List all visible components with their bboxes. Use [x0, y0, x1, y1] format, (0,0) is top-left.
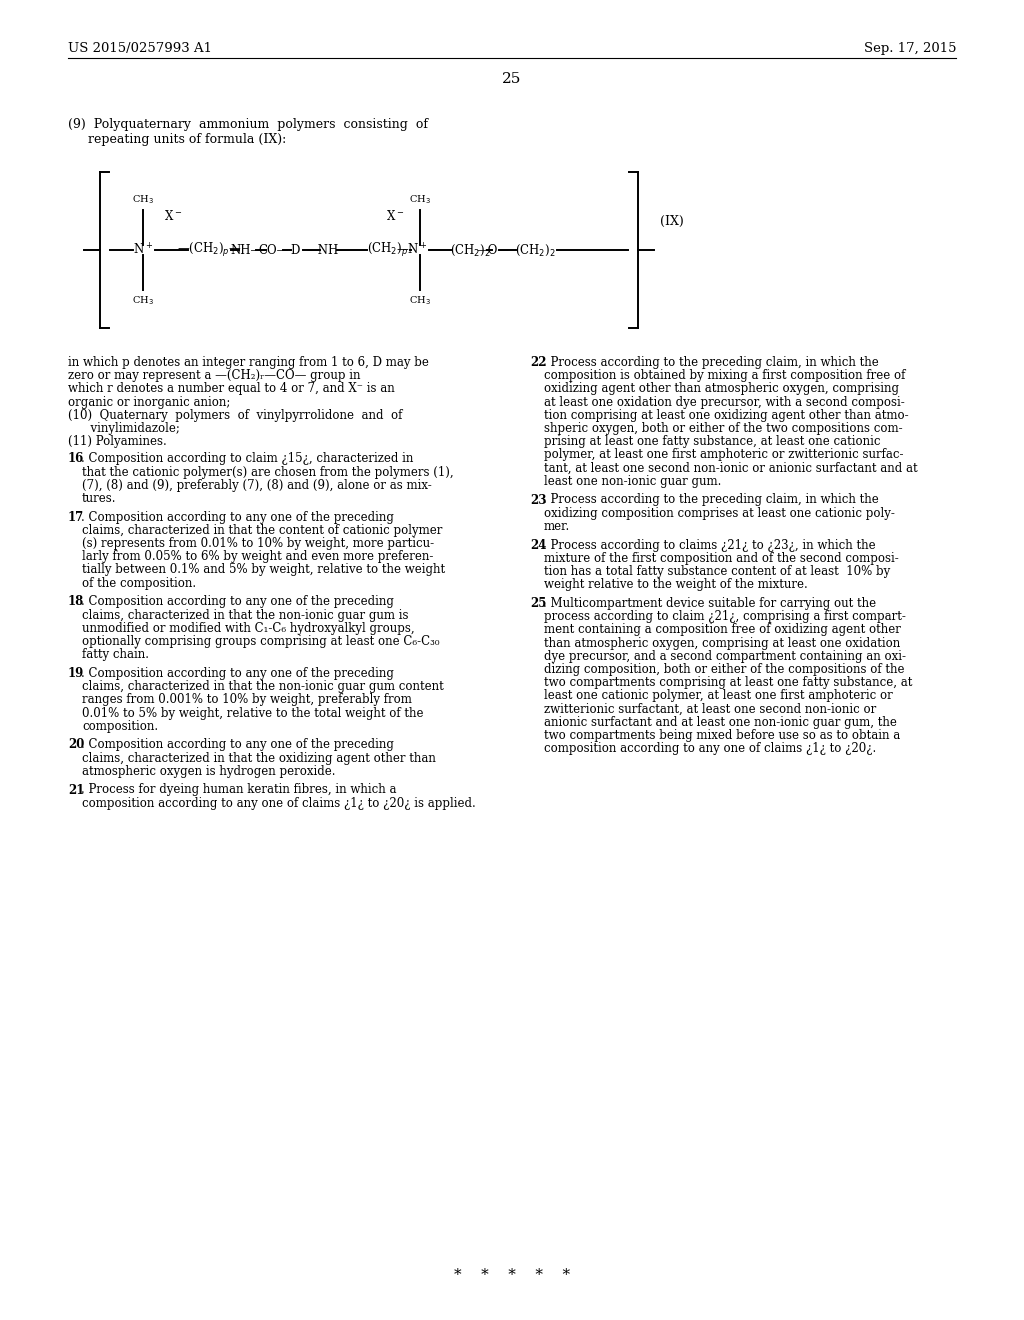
- Text: in which p denotes an integer ranging from 1 to 6, D may be: in which p denotes an integer ranging fr…: [68, 356, 429, 370]
- Text: N$^+$: N$^+$: [133, 243, 153, 257]
- Text: . Process according to the preceding claim, in which the: . Process according to the preceding cla…: [543, 356, 879, 370]
- Text: Sep. 17, 2015: Sep. 17, 2015: [863, 42, 956, 55]
- Text: two compartments comprising at least one fatty substance, at: two compartments comprising at least one…: [544, 676, 912, 689]
- Text: oxidizing composition comprises at least one cationic poly-: oxidizing composition comprises at least…: [544, 507, 895, 520]
- Text: composition.: composition.: [82, 719, 158, 733]
- Text: D: D: [291, 243, 300, 256]
- Text: 24: 24: [530, 539, 547, 552]
- Text: 0.01% to 5% by weight, relative to the total weight of the: 0.01% to 5% by weight, relative to the t…: [82, 706, 424, 719]
- Text: (s) represents from 0.01% to 10% by weight, more particu-: (s) represents from 0.01% to 10% by weig…: [82, 537, 434, 550]
- Text: vinylimidazole;: vinylimidazole;: [68, 422, 180, 436]
- Text: at least one oxidation dye precursor, with a second composi-: at least one oxidation dye precursor, wi…: [544, 396, 905, 409]
- Text: (10)  Quaternary  polymers  of  vinylpyrrolidone  and  of: (10) Quaternary polymers of vinylpyrroli…: [68, 409, 402, 422]
- Text: (7), (8) and (9), preferably (7), (8) and (9), alone or as mix-: (7), (8) and (9), preferably (7), (8) an…: [82, 479, 432, 492]
- Text: fatty chain.: fatty chain.: [82, 648, 150, 661]
- Text: of the composition.: of the composition.: [82, 577, 197, 590]
- Text: . Multicompartment device suitable for carrying out the: . Multicompartment device suitable for c…: [543, 597, 877, 610]
- Text: which r denotes a number equal to 4 or 7, and X⁻ is an: which r denotes a number equal to 4 or 7…: [68, 383, 394, 396]
- Text: zero or may represent a —(CH₂)ᵣ—CO— group in: zero or may represent a —(CH₂)ᵣ—CO— grou…: [68, 370, 360, 383]
- Text: X$^-$: X$^-$: [164, 209, 182, 223]
- Text: least one non-ionic guar gum.: least one non-ionic guar gum.: [544, 475, 721, 488]
- Text: (CH$_2$)$_2$: (CH$_2$)$_2$: [450, 243, 490, 257]
- Text: that the cationic polymer(s) are chosen from the polymers (1),: that the cationic polymer(s) are chosen …: [82, 466, 454, 479]
- Text: CH$_3$: CH$_3$: [409, 294, 431, 306]
- Text: tion has a total fatty substance content of at least  10% by: tion has a total fatty substance content…: [544, 565, 890, 578]
- Text: mixture of the first composition and of the second composi-: mixture of the first composition and of …: [544, 552, 899, 565]
- Text: 23: 23: [530, 494, 547, 507]
- Text: . Process for dyeing human keratin fibres, in which a: . Process for dyeing human keratin fibre…: [81, 784, 396, 796]
- Text: claims, characterized in that the non-ionic guar gum content: claims, characterized in that the non-io…: [82, 680, 443, 693]
- Text: atmospheric oxygen is hydrogen peroxide.: atmospheric oxygen is hydrogen peroxide.: [82, 764, 336, 777]
- Text: composition is obtained by mixing a first composition free of: composition is obtained by mixing a firs…: [544, 370, 905, 383]
- Text: 16: 16: [68, 453, 84, 466]
- Text: . Process according to the preceding claim, in which the: . Process according to the preceding cla…: [543, 494, 879, 507]
- Text: 18: 18: [68, 595, 84, 609]
- Text: 25: 25: [530, 597, 547, 610]
- Text: ment containing a composition free of oxidizing agent other: ment containing a composition free of ox…: [544, 623, 901, 636]
- Text: zwitterionic surfactant, at least one second non-ionic or: zwitterionic surfactant, at least one se…: [544, 702, 877, 715]
- Text: (9)  Polyquaternary  ammonium  polymers  consisting  of: (9) Polyquaternary ammonium polymers con…: [68, 117, 428, 131]
- Text: US 2015/0257993 A1: US 2015/0257993 A1: [68, 42, 212, 55]
- Text: optionally comprising groups comprising at least one C₆-C₃₀: optionally comprising groups comprising …: [82, 635, 439, 648]
- Text: . Composition according to any one of the preceding: . Composition according to any one of th…: [81, 738, 394, 751]
- Text: repeating units of formula (IX):: repeating units of formula (IX):: [88, 133, 287, 147]
- Text: *    *    *    *    *: * * * * *: [454, 1269, 570, 1282]
- Text: NH—: NH—: [230, 243, 263, 256]
- Text: composition according to any one of claims ¿1¿ to ¿20¿ is applied.: composition according to any one of clai…: [82, 797, 476, 809]
- Text: claims, characterized in that the non-ionic guar gum is: claims, characterized in that the non-io…: [82, 609, 409, 622]
- Text: (11) Polyamines.: (11) Polyamines.: [68, 436, 167, 449]
- Text: (IX): (IX): [660, 215, 684, 228]
- Text: 25: 25: [503, 73, 521, 86]
- Text: —(CH$_2$)$_p$—: —(CH$_2$)$_p$—: [176, 242, 242, 259]
- Text: larly from 0.05% to 6% by weight and even more preferen-: larly from 0.05% to 6% by weight and eve…: [82, 550, 433, 564]
- Text: anionic surfactant and at least one non-ionic guar gum, the: anionic surfactant and at least one non-…: [544, 715, 897, 729]
- Text: shperic oxygen, both or either of the two compositions com-: shperic oxygen, both or either of the tw…: [544, 422, 902, 436]
- Text: unmodified or modified with C₁-C₆ hydroxyalkyl groups,: unmodified or modified with C₁-C₆ hydrox…: [82, 622, 415, 635]
- Text: than atmospheric oxygen, comprising at least one oxidation: than atmospheric oxygen, comprising at l…: [544, 636, 900, 649]
- Text: . Composition according to any one of the preceding: . Composition according to any one of th…: [81, 667, 394, 680]
- Text: CH$_3$: CH$_3$: [132, 193, 154, 206]
- Text: organic or inorganic anion;: organic or inorganic anion;: [68, 396, 230, 409]
- Text: CH$_3$: CH$_3$: [409, 193, 431, 206]
- Text: tion comprising at least one oxidizing agent other than atmo-: tion comprising at least one oxidizing a…: [544, 409, 908, 422]
- Text: —NH—: —NH—: [306, 243, 350, 256]
- Text: (CH$_2$)$_2$: (CH$_2$)$_2$: [515, 243, 555, 257]
- Text: CH$_3$: CH$_3$: [132, 294, 154, 306]
- Text: mer.: mer.: [544, 520, 570, 533]
- Text: oxidizing agent other than atmospheric oxygen, comprising: oxidizing agent other than atmospheric o…: [544, 383, 899, 396]
- Text: claims, characterized in that the oxidizing agent other than: claims, characterized in that the oxidiz…: [82, 751, 436, 764]
- Text: dizing composition, both or either of the compositions of the: dizing composition, both or either of th…: [544, 663, 904, 676]
- Text: —O—: —O—: [476, 243, 510, 256]
- Text: 17: 17: [68, 511, 84, 524]
- Text: 19: 19: [68, 667, 84, 680]
- Text: process according to claim ¿21¿, comprising a first compart-: process according to claim ¿21¿, compris…: [544, 610, 906, 623]
- Text: X$^-$: X$^-$: [386, 209, 404, 223]
- Text: ranges from 0.001% to 10% by weight, preferably from: ranges from 0.001% to 10% by weight, pre…: [82, 693, 412, 706]
- Text: . Composition according to any one of the preceding: . Composition according to any one of th…: [81, 511, 394, 524]
- Text: 21: 21: [68, 784, 84, 796]
- Text: tially between 0.1% and 5% by weight, relative to the weight: tially between 0.1% and 5% by weight, re…: [82, 564, 445, 577]
- Text: tures.: tures.: [82, 492, 117, 506]
- Text: prising at least one fatty substance, at least one cationic: prising at least one fatty substance, at…: [544, 436, 881, 449]
- Text: least one cationic polymer, at least one first amphoteric or: least one cationic polymer, at least one…: [544, 689, 893, 702]
- Text: two compartments being mixed before use so as to obtain a: two compartments being mixed before use …: [544, 729, 900, 742]
- Text: . Process according to claims ¿21¿ to ¿23¿, in which the: . Process according to claims ¿21¿ to ¿2…: [543, 539, 876, 552]
- Text: 22: 22: [530, 356, 547, 370]
- Text: tant, at least one second non-ionic or anionic surfactant and at: tant, at least one second non-ionic or a…: [544, 462, 918, 475]
- Text: polymer, at least one first amphoteric or zwitterionic surfac-: polymer, at least one first amphoteric o…: [544, 449, 903, 462]
- Text: weight relative to the weight of the mixture.: weight relative to the weight of the mix…: [544, 578, 808, 591]
- Text: . Composition according to any one of the preceding: . Composition according to any one of th…: [81, 595, 394, 609]
- Text: claims, characterized in that the content of cationic polymer: claims, characterized in that the conten…: [82, 524, 442, 537]
- Text: CO—: CO—: [259, 243, 289, 256]
- Text: (CH$_2$)$_p$: (CH$_2$)$_p$: [368, 242, 409, 259]
- Text: . Composition according to claim ¿15¿, characterized in: . Composition according to claim ¿15¿, c…: [81, 453, 414, 466]
- Text: dye precursor, and a second compartment containing an oxi-: dye precursor, and a second compartment …: [544, 649, 906, 663]
- Text: —N$^+$—: —N$^+$—: [396, 243, 442, 257]
- Text: 20: 20: [68, 738, 84, 751]
- Text: composition according to any one of claims ¿1¿ to ¿20¿.: composition according to any one of clai…: [544, 742, 877, 755]
